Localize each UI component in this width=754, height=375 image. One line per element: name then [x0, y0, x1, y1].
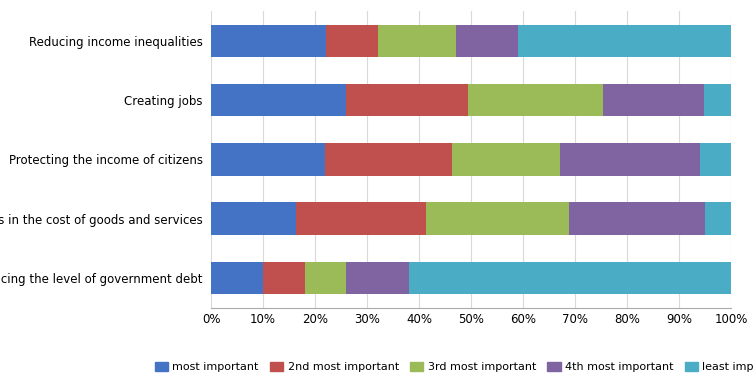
Bar [326, 25, 378, 57]
Bar [455, 25, 518, 57]
Bar [426, 202, 569, 235]
Bar [700, 143, 731, 176]
Bar [518, 25, 731, 57]
Legend: most important, 2nd most important, 3rd most important, 4th most important, leas: most important, 2nd most important, 3rd … [150, 357, 754, 375]
Bar [704, 84, 731, 116]
Bar [211, 143, 325, 176]
Bar [325, 143, 452, 176]
Bar [346, 84, 468, 116]
Bar [296, 202, 426, 235]
Bar [603, 84, 704, 116]
Bar [378, 25, 455, 57]
Bar [211, 84, 346, 116]
Bar [305, 262, 346, 294]
Bar [211, 202, 296, 235]
Bar [263, 262, 305, 294]
Bar [211, 262, 263, 294]
Bar [706, 202, 731, 235]
Bar [569, 202, 706, 235]
Bar [211, 25, 326, 57]
Bar [346, 262, 409, 294]
Bar [468, 84, 603, 116]
Bar [452, 143, 560, 176]
Bar [409, 262, 731, 294]
Bar [560, 143, 700, 176]
